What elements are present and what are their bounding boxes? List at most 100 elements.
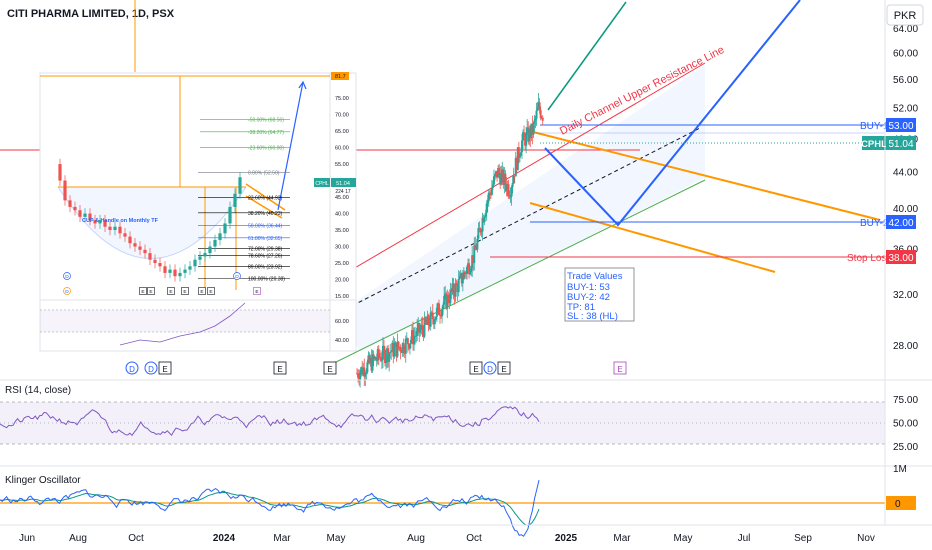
last-price-value: 51.04 [888, 139, 913, 150]
event-marker-label: D [487, 365, 493, 374]
earnings-marker[interactable] [323, 361, 337, 375]
candle-body [503, 173, 506, 186]
klinger-top-tick: 1M [893, 464, 907, 475]
inset-candle-body [108, 226, 112, 231]
fib-level-label: 78.60% (27.26) [248, 254, 283, 260]
price-tick-label: 32.00 [893, 290, 918, 301]
candle-body [523, 132, 526, 137]
candle-body [364, 374, 367, 377]
candle-body [362, 367, 365, 375]
candle-body [471, 255, 474, 269]
fib-level-label: -38.20% (64.77) [248, 130, 284, 136]
handle-upper-line[interactable] [532, 131, 881, 221]
inset-earnings-marker[interactable] [253, 287, 261, 295]
event-marker-label: D [148, 365, 154, 374]
candle-body [450, 289, 453, 292]
inset-dividend-marker[interactable] [63, 287, 71, 295]
monthly-inset[interactable]: -50.00% (68.56) -38.20% (64.77) -23.60% (6… [39, 72, 357, 352]
inset-price-tick: 75.00 [335, 96, 349, 102]
time-axis[interactable]: Jun Aug Oct 2024 Mar May Aug Oct 2025 Mar May Jul Se… [19, 533, 875, 544]
candle-body [502, 169, 505, 186]
stop-loss-badge[interactable]: Stop Loss 38.00 [847, 250, 916, 264]
candle-body [437, 303, 440, 315]
candle-body [540, 117, 543, 119]
candle-body [418, 323, 421, 333]
projection-path[interactable] [544, 0, 801, 227]
candle-body [400, 351, 403, 354]
candle-body [452, 283, 455, 294]
event-marker-label: E [162, 365, 167, 374]
inset-marker-label: D [235, 274, 239, 280]
trade-values-box[interactable]: Trade Values BUY-1: 53 BUY-2: 42 TP: 81 … [564, 267, 635, 322]
price-tick-label: 28.00 [893, 341, 918, 352]
dividend-marker[interactable] [483, 361, 497, 375]
candle-body [491, 184, 494, 189]
handle-lower-line[interactable] [529, 202, 776, 273]
earnings-marker[interactable] [158, 361, 172, 375]
candle-body [537, 102, 540, 108]
candle-body [385, 358, 388, 364]
candle-body [399, 347, 402, 352]
earnings-marker[interactable] [469, 361, 483, 375]
candle-body [409, 339, 412, 344]
rsi-pane[interactable]: RSI (14, close) 75.00 50.00 25.00 [0, 385, 918, 453]
green-arrow[interactable] [547, 1, 627, 111]
price-tick-label: 56.00 [893, 75, 918, 86]
klinger-pane[interactable]: Klinger Oscillator 1M 0 [0, 464, 916, 537]
dividend-marker[interactable] [125, 361, 139, 375]
inset-sub-tick: 60.00 [335, 319, 349, 325]
candle-body [446, 295, 449, 309]
price-axis[interactable]: 64.0060.0056.0052.0048.0044.0040.0036.00… [893, 24, 918, 352]
event-marker-label: E [277, 365, 282, 374]
earnings-marker[interactable] [273, 361, 287, 375]
inset-candle-body [133, 243, 137, 247]
candle-body [390, 351, 393, 353]
currency-button[interactable]: PKR [886, 4, 924, 26]
candle-body [388, 352, 391, 362]
candle-body [449, 289, 452, 304]
candle-body [534, 118, 537, 121]
inset-candle-body [148, 253, 152, 260]
candle-body [459, 273, 462, 276]
inset-candle-body [208, 246, 212, 254]
candle-body [496, 171, 499, 178]
inset-sub-price: 224 17 [335, 189, 351, 195]
inset-earnings-marker[interactable] [181, 287, 189, 295]
buy1-badge[interactable]: BUY-1 53.00 [860, 118, 916, 132]
inset-dividend-marker[interactable] [63, 272, 71, 280]
inset-earnings-marker[interactable] [207, 287, 215, 295]
inset-candle-body [153, 259, 157, 264]
dividend-marker[interactable] [144, 361, 158, 375]
inset-title: CUP & Handle on Monthly TF [82, 218, 159, 224]
inset-candle-body [198, 256, 202, 260]
inset-earnings-marker[interactable] [198, 287, 206, 295]
inset-earnings-marker[interactable] [139, 287, 147, 295]
candle-body [373, 357, 376, 359]
inset-earnings-marker[interactable] [167, 287, 175, 295]
fib-level-label: 100.00% (20.38) [248, 276, 285, 282]
candle-body [395, 342, 398, 357]
inset-dividend-marker[interactable] [233, 272, 241, 280]
candle-body [501, 169, 504, 173]
inset-earnings-marker[interactable] [147, 287, 155, 295]
candle-body [456, 284, 459, 293]
inset-candle-body [93, 220, 97, 224]
inset-candle-body [233, 193, 237, 207]
earnings-marker[interactable] [613, 361, 627, 375]
candle-body [368, 355, 371, 364]
last-price-badge[interactable]: CPHL 51.04 [861, 136, 916, 150]
candle-body [361, 367, 364, 375]
inset-candle-body [188, 266, 192, 270]
inset-marker-label: D [65, 274, 69, 280]
rsi-tick-label: 75.00 [893, 395, 918, 406]
channel-lower-line[interactable] [329, 179, 706, 366]
candle-body [358, 377, 361, 380]
candle-body [359, 372, 362, 380]
ticker-label: CPHL [861, 139, 887, 150]
candle-body [475, 249, 478, 251]
candle-body [428, 324, 431, 327]
buy2-badge[interactable]: BUY-2 42.00 [860, 215, 916, 229]
earnings-marker[interactable] [497, 361, 511, 375]
